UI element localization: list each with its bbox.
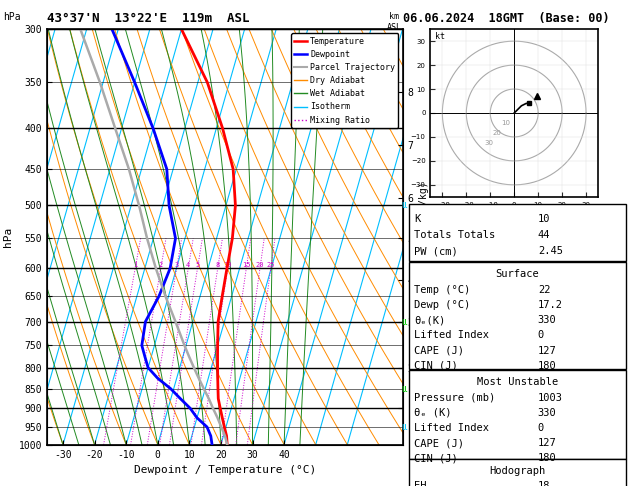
Text: 18: 18 — [538, 481, 550, 486]
Text: ιι: ιι — [401, 383, 408, 394]
Text: CAPE (J): CAPE (J) — [414, 346, 464, 356]
Text: PW (cm): PW (cm) — [414, 246, 458, 256]
Text: 330: 330 — [538, 315, 557, 325]
Y-axis label: hPa: hPa — [3, 227, 13, 247]
Text: 330: 330 — [538, 408, 557, 418]
Text: 15: 15 — [242, 262, 250, 268]
Legend: Temperature, Dewpoint, Parcel Trajectory, Dry Adiabat, Wet Adiabat, Isotherm, Mi: Temperature, Dewpoint, Parcel Trajectory… — [291, 34, 398, 128]
Text: CAPE (J): CAPE (J) — [414, 438, 464, 448]
Text: 43°37'N  13°22'E  119m  ASL: 43°37'N 13°22'E 119m ASL — [47, 12, 250, 25]
Text: Lifted Index: Lifted Index — [414, 330, 489, 340]
Text: 10: 10 — [538, 214, 550, 224]
Text: km
ASL: km ASL — [387, 12, 402, 32]
Text: 180: 180 — [538, 361, 557, 371]
Text: 10: 10 — [501, 120, 510, 126]
Text: LCL: LCL — [409, 427, 425, 436]
Text: 5: 5 — [196, 262, 199, 268]
Text: 06.06.2024  18GMT  (Base: 00): 06.06.2024 18GMT (Base: 00) — [403, 12, 609, 25]
Text: Hodograph: Hodograph — [489, 466, 545, 476]
Text: 8: 8 — [216, 262, 220, 268]
Text: θₑ(K): θₑ(K) — [414, 315, 445, 325]
Text: CIN (J): CIN (J) — [414, 361, 458, 371]
Text: 3: 3 — [174, 262, 179, 268]
Text: ιι: ιι — [401, 200, 408, 210]
Text: Totals Totals: Totals Totals — [414, 230, 495, 240]
Text: 25: 25 — [267, 262, 275, 268]
Text: K: K — [414, 214, 420, 224]
Text: ιι: ιι — [401, 422, 408, 432]
Text: θₑ (K): θₑ (K) — [414, 408, 452, 418]
Text: hPa: hPa — [3, 12, 21, 22]
Text: 1003: 1003 — [538, 393, 563, 403]
Text: 4: 4 — [186, 262, 191, 268]
Text: Dewp (°C): Dewp (°C) — [414, 300, 470, 310]
Text: 0: 0 — [538, 423, 544, 433]
Text: 1: 1 — [133, 262, 137, 268]
Y-axis label: Mixing Ratio (g/kg): Mixing Ratio (g/kg) — [419, 181, 429, 293]
Text: 127: 127 — [538, 346, 557, 356]
Text: ιι: ιι — [401, 316, 408, 327]
Text: 17.2: 17.2 — [538, 300, 563, 310]
Text: Most Unstable: Most Unstable — [477, 377, 558, 387]
Text: 20: 20 — [493, 130, 502, 136]
Text: © weatheronline.co.uk: © weatheronline.co.uk — [455, 477, 579, 486]
Text: 0: 0 — [538, 330, 544, 340]
Text: 2: 2 — [159, 262, 163, 268]
Text: Temp (°C): Temp (°C) — [414, 285, 470, 295]
Text: Pressure (mb): Pressure (mb) — [414, 393, 495, 403]
X-axis label: Dewpoint / Temperature (°C): Dewpoint / Temperature (°C) — [134, 465, 316, 475]
Text: 127: 127 — [538, 438, 557, 448]
Text: 20: 20 — [256, 262, 264, 268]
Text: Surface: Surface — [496, 269, 539, 279]
Text: 22: 22 — [538, 285, 550, 295]
Text: kt: kt — [435, 32, 445, 41]
Text: 30: 30 — [484, 140, 493, 146]
Text: 180: 180 — [538, 453, 557, 464]
Text: 2.45: 2.45 — [538, 246, 563, 256]
Text: 44: 44 — [538, 230, 550, 240]
Text: Lifted Index: Lifted Index — [414, 423, 489, 433]
Text: EH: EH — [414, 481, 426, 486]
Text: 10: 10 — [223, 262, 232, 268]
Text: CIN (J): CIN (J) — [414, 453, 458, 464]
